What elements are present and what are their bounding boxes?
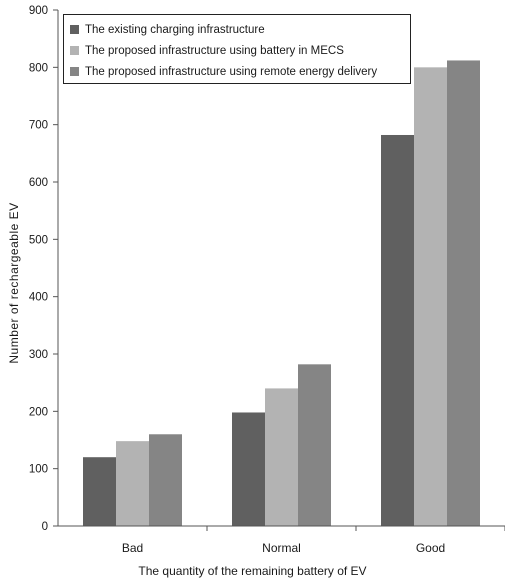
bars <box>83 60 480 526</box>
x-axis-ticks: Bad Normal Good <box>122 526 505 555</box>
x-tick-label-good: Good <box>416 541 445 555</box>
legend-item-1: The existing charging infrastructure <box>70 19 404 40</box>
bar-good-series-2 <box>414 67 447 526</box>
bar-good-series-3 <box>447 60 480 526</box>
legend-label: The proposed infrastructure using remote… <box>85 65 378 78</box>
y-tick-label: 200 <box>29 406 48 418</box>
y-axis-ticks: 0 100 200 300 400 500 600 700 800 900 <box>29 5 58 533</box>
bar-normal-series-1 <box>232 412 265 526</box>
legend-item-2: The proposed infrastructure using batter… <box>70 40 404 61</box>
y-axis-title: Number of rechargeable EV <box>7 202 21 364</box>
y-tick-label: 300 <box>29 349 48 361</box>
y-tick-label: 100 <box>29 464 48 476</box>
y-tick-label: 0 <box>42 521 48 533</box>
y-tick-label: 400 <box>29 292 48 304</box>
legend-item-3: The proposed infrastructure using remote… <box>70 61 404 82</box>
x-tick-label-bad: Bad <box>122 541 143 555</box>
legend-label: The existing charging infrastructure <box>85 23 265 36</box>
x-tick-label-normal: Normal <box>262 541 301 555</box>
y-tick-label: 900 <box>29 5 48 17</box>
bar-bad-series-1 <box>83 457 116 526</box>
legend-swatch <box>70 46 79 55</box>
legend: The existing charging infrastructure The … <box>63 14 411 84</box>
bar-normal-series-2 <box>265 388 298 526</box>
legend-swatch <box>70 25 79 34</box>
y-tick-label: 500 <box>29 234 48 246</box>
bar-normal-series-3 <box>298 364 331 526</box>
bar-bad-series-2 <box>116 441 149 526</box>
bar-bad-series-3 <box>149 434 182 526</box>
legend-swatch <box>70 67 79 76</box>
y-tick-label: 800 <box>29 62 48 74</box>
x-axis-title: The quantity of the remaining battery of… <box>138 564 367 578</box>
y-tick-label: 600 <box>29 177 48 189</box>
bar-good-series-1 <box>381 134 414 526</box>
y-tick-label: 700 <box>29 120 48 132</box>
legend-label: The proposed infrastructure using batter… <box>85 44 344 57</box>
